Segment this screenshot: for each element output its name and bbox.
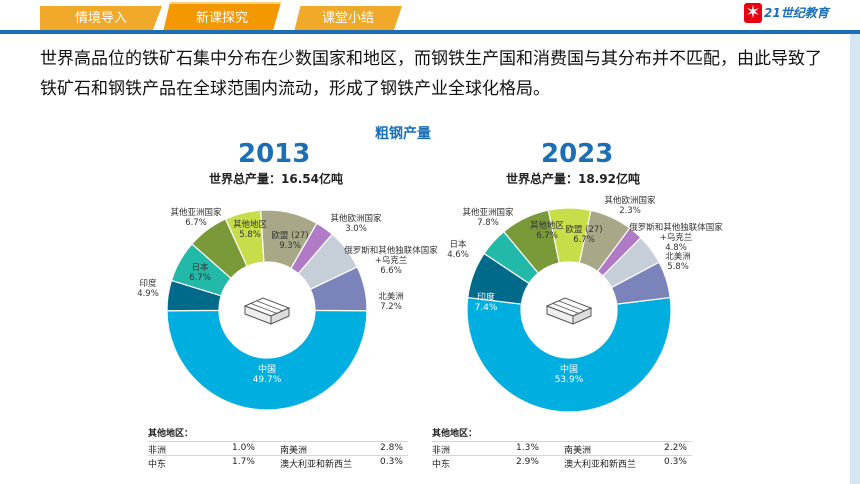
slice-value-2013-japan: 6.7%	[189, 273, 211, 283]
slice-value-2023-india: 7.4%	[475, 303, 498, 313]
total-2013: 世界总产量：16.54亿吨	[209, 172, 343, 186]
slice-value-2023-china: 53.9%	[555, 375, 584, 385]
slice-label-2023-india: 印度	[477, 291, 495, 303]
top-bar: 情境导入 新课探究 课堂小结 ✶ 21世纪教育	[0, 0, 860, 34]
table-row: 非洲 1.3% 南美洲 2.2%	[432, 441, 692, 456]
slice-label-2023-north-america: 北美洲	[665, 251, 691, 262]
slice-label-2023-cis-ukraine: 俄罗斯和其他独联体国家	[629, 222, 723, 233]
slice-label-2013-india: 印度	[139, 278, 157, 289]
slice-label-2023-other-region: 其他地区	[530, 220, 565, 231]
tab-explore[interactable]: 新课探究	[163, 2, 281, 32]
tab-summary[interactable]: 课堂小结	[294, 6, 402, 32]
slice-value-2023-other-asia: 7.8%	[477, 218, 499, 228]
region-value: 1.3%	[516, 443, 539, 453]
brand-logo: ✶ 21世纪教育	[744, 3, 834, 25]
slice-label-2013-china: 中国	[258, 363, 276, 375]
slice-2013-china	[166, 309, 368, 411]
slice-value-2013-china: 49.7%	[253, 375, 282, 385]
slice-value-2013-other-region: 5.8%	[239, 230, 261, 240]
year-2023: 2023	[541, 139, 614, 169]
region-name: 澳大利亚和新西兰	[564, 460, 637, 470]
slice-value-2013-other-asia: 6.7%	[185, 218, 207, 228]
slice-value-2023-north-america: 5.8%	[667, 262, 689, 272]
region-value: 2.8%	[380, 443, 403, 453]
slice-label-2013-other-europe: 其他欧洲国家	[330, 213, 382, 224]
slice-label-2013-eu: 欧盟 (27)	[271, 230, 308, 241]
slice-label-2023-other-asia: 其他亚洲国家	[462, 207, 514, 218]
steel-bars-icon	[545, 297, 593, 325]
right-decor-bar	[850, 34, 860, 484]
table-row: 非洲 1.0% 南美洲 2.8%	[148, 441, 408, 456]
region-value: 1.7%	[232, 457, 255, 467]
slice-value-2013-north-america: 7.2%	[380, 302, 402, 312]
region-name: 澳大利亚和新西兰	[280, 460, 353, 470]
table-row: 中东 1.7% 澳大利亚和新西兰 0.3%	[148, 455, 408, 470]
slice-value-2013-cis-ukraine: 6.6%	[380, 266, 402, 276]
slice-label-2013-cis-ukraine: 俄罗斯和其他独联体国家	[344, 245, 438, 256]
other-regions-2023: 其他地区： 非洲 1.3% 南美洲 2.2% 中东 2.9% 澳大利亚和新西兰 …	[432, 426, 692, 470]
region-value: 1.0%	[232, 443, 255, 453]
slice-value-2013-india: 4.9%	[137, 289, 159, 299]
total-2023: 世界总产量：18.92亿吨	[506, 172, 640, 186]
other-regions-heading: 其他地区：	[432, 429, 478, 439]
region-name: 中东	[148, 460, 167, 470]
slice-value-2013-eu: 9.3%	[279, 241, 301, 251]
region-name: 非洲	[432, 446, 451, 456]
region-name: 中东	[432, 460, 451, 470]
slice-value-2023-other-europe: 2.3%	[619, 206, 641, 216]
slice-label-2023-japan: 日本	[449, 239, 467, 250]
runner-icon: ✶	[744, 2, 762, 23]
slice-value-2023-other-region: 6.7%	[536, 231, 558, 241]
region-name: 南美洲	[564, 446, 592, 456]
slice-value-2023-japan: 4.6%	[447, 250, 469, 260]
slice-value-2023-cis-ukraine: 4.8%	[665, 243, 687, 253]
other-regions-heading: 其他地区：	[148, 429, 194, 439]
slice-label-2013-cis-ukraine: +乌克兰	[375, 255, 408, 266]
region-value: 0.3%	[664, 457, 687, 467]
steel-bars-icon	[243, 297, 291, 325]
tab-intro[interactable]: 情境导入	[40, 6, 162, 32]
chart-title: 粗钢产量	[375, 126, 431, 142]
slice-label-2013-other-asia: 其他亚洲国家	[170, 207, 222, 218]
region-name: 非洲	[148, 446, 167, 456]
header-divider	[0, 30, 860, 34]
other-regions-2013: 其他地区： 非洲 1.0% 南美洲 2.8% 中东 1.7% 澳大利亚和新西兰 …	[148, 426, 408, 470]
table-row: 中东 2.9% 澳大利亚和新西兰 0.3%	[432, 455, 692, 470]
slice-value-2013-other-europe: 3.0%	[345, 224, 367, 234]
region-value: 2.2%	[664, 443, 687, 453]
slice-label-2013-north-america: 北美洲	[378, 291, 404, 302]
slice-label-2023-cis-ukraine: +乌克兰	[660, 232, 693, 243]
brand-logo-text: 21世纪教育	[764, 6, 829, 20]
year-2013: 2013	[238, 139, 311, 169]
slice-label-2023-eu: 欧盟 (27)	[565, 224, 602, 235]
region-name: 南美洲	[280, 446, 308, 456]
slice-value-2023-eu: 6.7%	[573, 235, 595, 245]
region-value: 0.3%	[380, 457, 403, 467]
slice-label-2013-other-region: 其他地区	[233, 219, 268, 230]
slice-label-2023-other-europe: 其他欧洲国家	[604, 195, 656, 206]
slice-label-2023-china: 中国	[560, 363, 578, 375]
slice-label-2013-japan: 日本	[191, 262, 209, 273]
intro-paragraph: 世界高品位的铁矿石集中分布在少数国家和地区，而钢铁生产国和消费国与其分布并不匹配…	[40, 49, 822, 99]
region-value: 2.9%	[516, 457, 539, 467]
